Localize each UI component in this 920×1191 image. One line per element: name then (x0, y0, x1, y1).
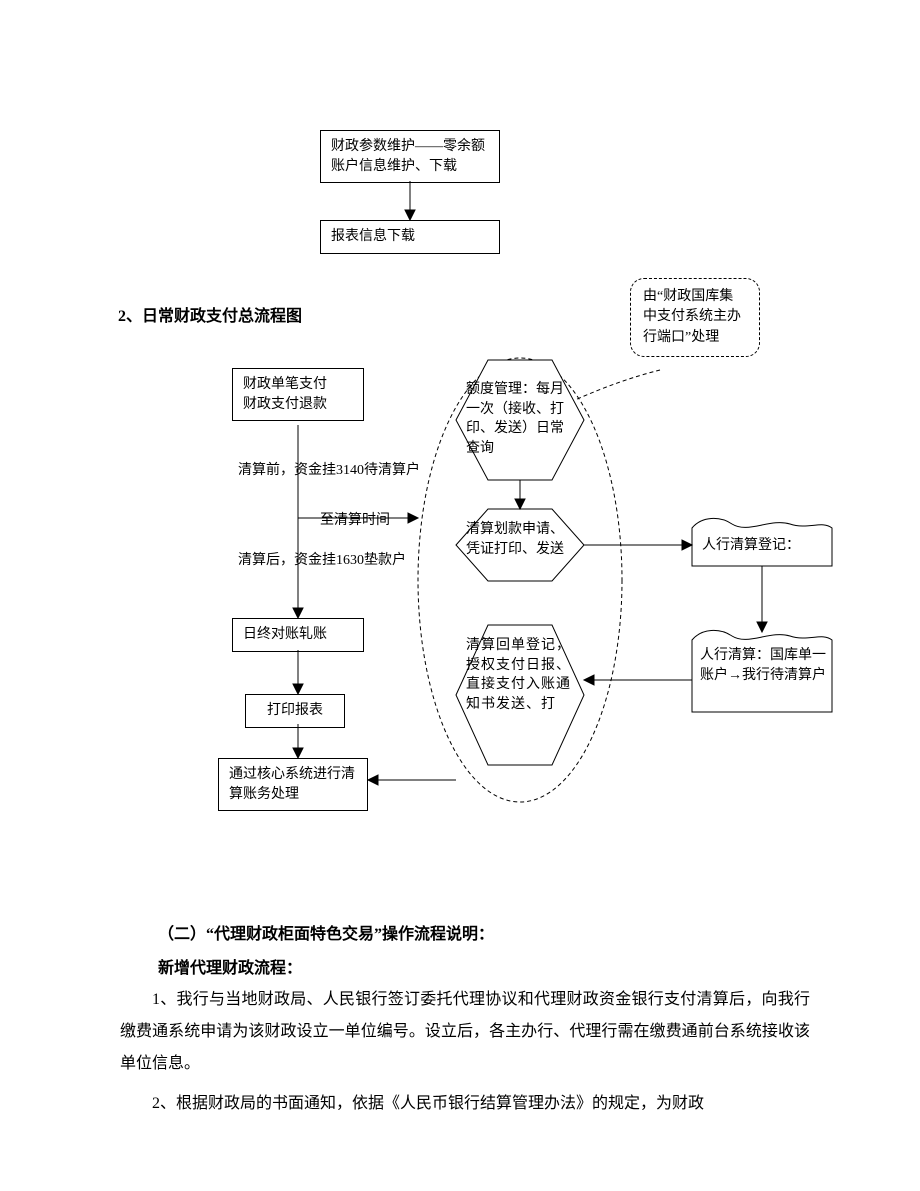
hex3-text: 清算回单登记，授权支付日报、直接支付入账通知书发送、打 (466, 636, 574, 714)
doc2-text: 人行清算：国库单一账户→我行待清算户 (700, 646, 828, 685)
section2-p2: 2、根据财政局的书面通知，依据《人民币银行结算管理办法》的规定，为财政 (120, 1088, 810, 1120)
section2-title: （二）“代理财政柜面特色交易”操作流程说明： (158, 920, 494, 944)
hex1-text: 额度管理：每月一次（接收、打印、发送）日常查询 (466, 380, 574, 458)
section2-subtitle: 新增代理财政流程： (158, 954, 302, 978)
hex2-text: 清算划款申请、凭证打印、发送 (466, 520, 574, 559)
doc1-text: 人行清算登记： (702, 536, 824, 556)
section2-p1: 1、我行与当地财政局、人民银行签订委托代理协议和代理财政资金银行支付清算后，向我… (120, 984, 810, 1080)
flow2-shapes (0, 0, 920, 900)
